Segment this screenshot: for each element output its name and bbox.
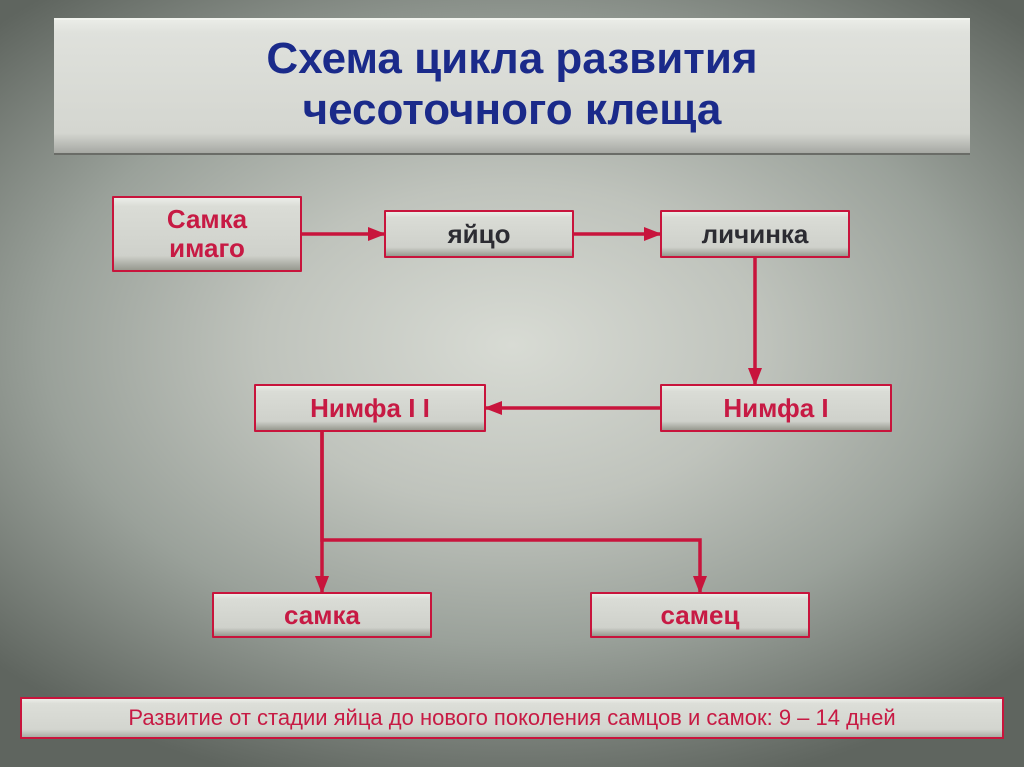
- flow-arrow: [322, 432, 700, 592]
- node-male: самец: [590, 592, 810, 638]
- footer-text: Развитие от стадии яйца до нового поколе…: [128, 705, 895, 731]
- node-label: Нимфа I I: [310, 394, 430, 423]
- node-label: Нимфа I: [723, 394, 828, 423]
- node-label: самка: [284, 601, 360, 630]
- node-larva: личинка: [660, 210, 850, 258]
- node-label: самец: [661, 601, 740, 630]
- node-label: яйцо: [447, 220, 510, 249]
- node-egg: яйцо: [384, 210, 574, 258]
- node-label: личинка: [702, 220, 809, 249]
- node-female-imago: Самка имаго: [112, 196, 302, 272]
- node-nymph1: Нимфа I: [660, 384, 892, 432]
- node-label: Самка имаго: [167, 205, 247, 262]
- flowchart: Самка имаго яйцо личинка Нимфа I Нимфа I…: [0, 0, 1024, 767]
- node-female: самка: [212, 592, 432, 638]
- node-nymph2: Нимфа I I: [254, 384, 486, 432]
- footer-note: Развитие от стадии яйца до нового поколе…: [20, 697, 1004, 739]
